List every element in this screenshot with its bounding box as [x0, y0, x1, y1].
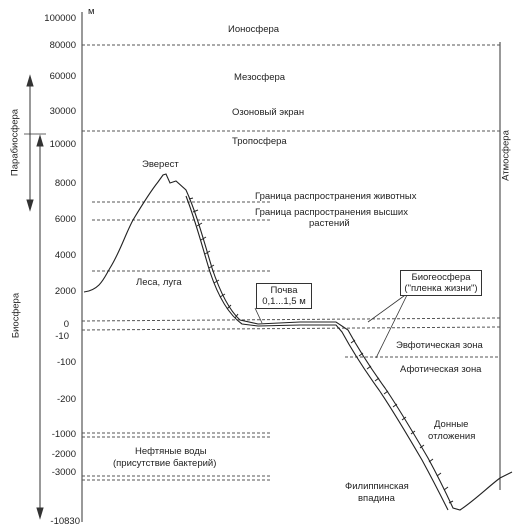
soil-label-1: Почва: [270, 285, 298, 296]
biogeosphere-bottom-line: [81, 326, 501, 331]
biogeosphere-label-2: ("пленка жизни"): [404, 283, 478, 294]
tick-label: 2000: [54, 286, 76, 297]
tick-label: -3000: [51, 467, 76, 478]
tick-label: 80000: [49, 40, 76, 51]
biosphere-arrow: [36, 134, 44, 520]
axis-unit: м: [88, 6, 95, 17]
plants-limit-label-1: Граница распространения высших: [255, 207, 408, 218]
tick-label: 30000: [49, 106, 76, 117]
tick-label: -1000: [51, 429, 76, 440]
philippine-trench-label-2: впадина: [358, 493, 395, 504]
tick-label: 6000: [54, 214, 76, 225]
biogeosphere-callout-line-2: [375, 292, 409, 359]
tick-label: -2000: [51, 449, 76, 460]
tick-label: 8000: [54, 178, 76, 189]
tick-label: 0: [63, 319, 69, 330]
tick-label: -100: [56, 357, 76, 368]
soil-callout-line: [254, 307, 263, 324]
parabiosphere-label: Парабиосфера: [9, 108, 21, 177]
terrain-band-inner: [185, 195, 449, 511]
aphotic-zone-label: Афотическая зона: [400, 364, 482, 375]
sediments-label-1: Донные: [434, 419, 469, 430]
forests-label: Леса, луга: [136, 277, 182, 288]
soil-label-2: 0,1...1,5 м: [262, 296, 306, 307]
animals-limit-label: Граница распространения животных: [255, 191, 417, 202]
tick-label: -200: [56, 394, 76, 405]
tick-label: 60000: [49, 71, 76, 82]
oil-waters-label-1: Нефтяные воды: [135, 446, 207, 457]
tick-label: 100000: [44, 13, 76, 24]
troposphere-label: Тропосфера: [232, 136, 287, 147]
euphotic-zone-label: Эвфотическая зона: [396, 340, 483, 351]
ozone-label: Озоновый экран: [232, 107, 305, 118]
soil-box: Почва 0,1...1,5 м: [256, 283, 312, 309]
biosphere-label: Биосфера: [10, 292, 22, 339]
biogeosphere-top-line: [81, 317, 501, 322]
tick-label: -10: [55, 331, 69, 342]
sediments-label-2: отложения: [428, 431, 476, 442]
biogeosphere-label-1: Биогеосфера: [411, 272, 471, 283]
tick-label: 4000: [54, 250, 76, 261]
philippine-trench-label-1: Филиппинская: [345, 481, 409, 492]
tick-label: 10000: [49, 139, 76, 150]
parabiosphere-arrow: [26, 74, 34, 212]
oil-waters-label-2: (присутствие бактерий): [113, 458, 217, 469]
ionosphere-label: Ионосфера: [228, 24, 280, 35]
terrain-band-hatching: [188, 197, 454, 504]
biogeosphere-box: Биогеосфера ("пленка жизни"): [400, 270, 482, 296]
mesosphere-label: Мезосфера: [234, 72, 286, 83]
plants-limit-label-2: растений: [309, 218, 350, 229]
atmosphere-label: Атмосфера: [500, 130, 512, 181]
terrain-profile: [83, 173, 513, 511]
everest-label: Эверест: [142, 159, 179, 170]
tick-label: -10830: [50, 516, 80, 527]
biogeosphere-callout-line-1: [367, 292, 409, 323]
